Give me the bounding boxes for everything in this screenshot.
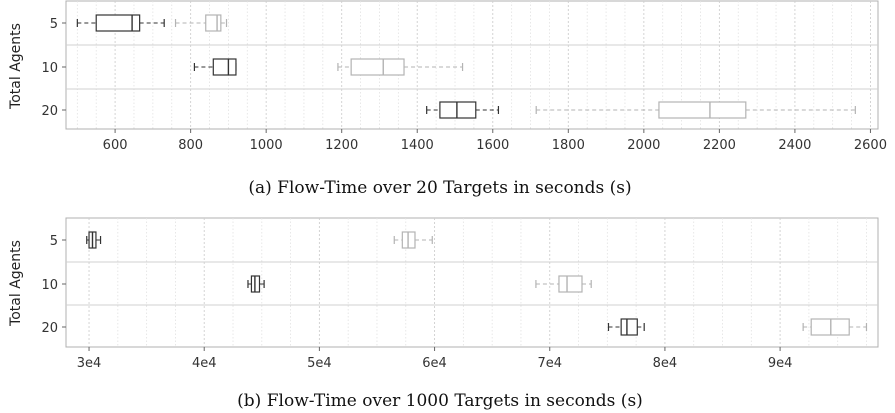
y-tick-label: 10 bbox=[41, 61, 58, 76]
x-tick-label: 9e4 bbox=[768, 356, 793, 371]
box-10 bbox=[247, 275, 265, 293]
y-ticks-b: 5 10 20 bbox=[41, 234, 66, 336]
box-iqr bbox=[558, 275, 583, 293]
x-tick-label: 1200 bbox=[325, 138, 358, 153]
y-tick-label: 5 bbox=[50, 234, 58, 249]
box-iqr bbox=[620, 318, 638, 336]
box-20 bbox=[802, 318, 868, 336]
box-20 bbox=[535, 101, 856, 119]
x-ticks-b: 3e4 4e4 5e4 6e4 7e4 8e4 9e4 bbox=[77, 347, 793, 371]
x-tick-label: 2200 bbox=[703, 138, 736, 153]
x-tick-label: 2600 bbox=[854, 138, 887, 153]
grid-b bbox=[66, 218, 878, 347]
y-tick-label: 20 bbox=[41, 321, 58, 336]
plot-frame-a bbox=[65, 0, 879, 130]
y-tick-label: 20 bbox=[41, 104, 58, 119]
panel-b: 3e4 4e4 5e4 6e4 7e4 8e4 9e4 5 10 20 Total Agents… bbox=[8, 217, 879, 411]
x-tick-label: 1800 bbox=[552, 138, 585, 153]
box-iqr bbox=[95, 14, 141, 32]
x-tick-label: 1400 bbox=[401, 138, 434, 153]
x-tick-label: 1000 bbox=[250, 138, 283, 153]
x-tick-label: 4e4 bbox=[192, 356, 217, 371]
box-iqr bbox=[350, 58, 405, 76]
boxes-b bbox=[86, 231, 868, 336]
boxes-a bbox=[76, 14, 856, 119]
box-10 bbox=[535, 275, 592, 293]
box-10 bbox=[337, 58, 464, 76]
x-tick-label: 2400 bbox=[778, 138, 811, 153]
panel-a: 600 800 1000 1200 1400 1600 1800 2000 2200 2400 26… bbox=[8, 0, 887, 198]
plot-frame-b bbox=[65, 217, 879, 348]
caption-b: (b) Flow-Time over 1000 Targets in secon… bbox=[237, 391, 643, 411]
x-tick-label: 800 bbox=[178, 138, 203, 153]
box-iqr bbox=[212, 58, 237, 76]
x-tick-label: 2000 bbox=[627, 138, 660, 153]
box-5 bbox=[86, 231, 102, 249]
x-tick-label: 1600 bbox=[476, 138, 509, 153]
x-tick-label: 5e4 bbox=[307, 356, 332, 371]
y-tick-label: 5 bbox=[50, 17, 58, 32]
x-tick-label: 6e4 bbox=[422, 356, 447, 371]
y-axis-label-a: Total Agents bbox=[8, 23, 24, 110]
x-tick-label: 8e4 bbox=[653, 356, 678, 371]
x-ticks-a: 600 800 1000 1200 1400 1600 1800 2000 2200 2400 26… bbox=[103, 129, 887, 153]
y-ticks-a: 5 10 20 bbox=[41, 17, 66, 119]
box-iqr bbox=[439, 101, 477, 119]
box-20 bbox=[607, 318, 645, 336]
y-axis-label-b: Total Agents bbox=[8, 240, 24, 327]
box-iqr bbox=[658, 101, 747, 119]
box-5 bbox=[174, 14, 228, 32]
x-tick-label: 3e4 bbox=[77, 356, 102, 371]
x-tick-label: 600 bbox=[103, 138, 128, 153]
y-tick-label: 10 bbox=[41, 278, 58, 293]
caption-a: (a) Flow-Time over 20 Targets in seconds… bbox=[248, 178, 631, 198]
box-10 bbox=[193, 58, 237, 76]
box-iqr bbox=[205, 14, 222, 32]
box-20 bbox=[426, 101, 500, 119]
x-tick-label: 7e4 bbox=[537, 356, 562, 371]
box-5 bbox=[76, 14, 165, 32]
box-5 bbox=[393, 231, 433, 249]
